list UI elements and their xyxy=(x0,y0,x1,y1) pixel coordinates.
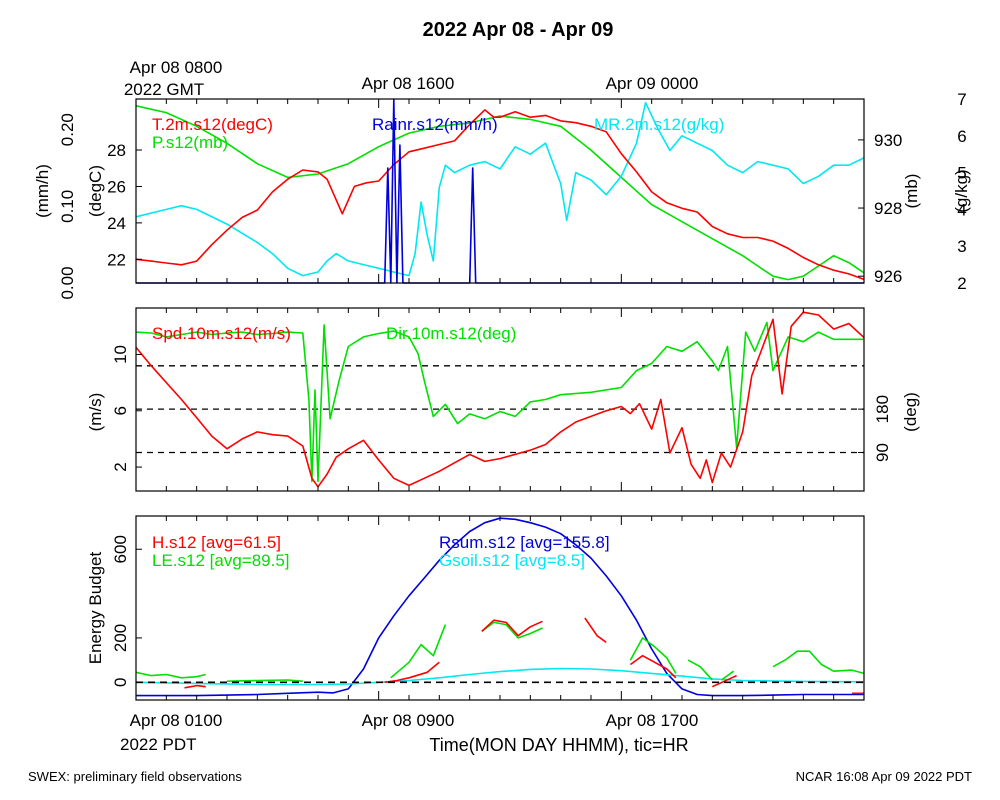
series-wind-speed-line xyxy=(135,311,865,488)
legend-mixing-ratio: MR.2m.s12(g/kg) xyxy=(594,115,724,134)
y-tick-label-mixing-ratio: 5 xyxy=(957,164,966,183)
series-h-segment xyxy=(711,674,737,688)
top-time-label: Apr 09 0000 xyxy=(606,74,699,93)
y-axis-label-mixing-ratio: (g/kg) xyxy=(952,169,971,212)
y-tick-label-mixing-ratio: 7 xyxy=(957,90,966,109)
panel-wind: 2 6 10 90 180 (m/s) (deg) Spd.10m.s12(m/s) Dir.1… xyxy=(86,307,920,492)
bottom-time-label-year: 2022 PDT xyxy=(120,735,197,754)
y-tick-label-direction: 90 xyxy=(873,443,892,462)
y-tick-label-pressure: 926 xyxy=(874,267,902,286)
bottom-time-labels: Apr 08 0100 2022 PDT Apr 08 0900 Apr 08 170… xyxy=(120,711,698,754)
series-le-segment xyxy=(481,621,543,639)
y-tick-label-mixing-ratio: 2 xyxy=(957,274,966,293)
top-time-label: Apr 08 0800 xyxy=(130,58,223,77)
y-tick-label-energy: 200 xyxy=(111,624,130,652)
y-tick-label-speed: 10 xyxy=(111,345,130,364)
y-tick-label-speed: 2 xyxy=(111,462,130,471)
series-pressure-line xyxy=(135,105,865,281)
series-gsoil-line xyxy=(135,667,865,686)
y-tick-label-direction: 180 xyxy=(873,395,892,423)
series-le-segment xyxy=(135,671,206,679)
series-le-segment xyxy=(772,650,865,675)
series-le-segment xyxy=(226,679,303,682)
y-axis-label-temp: (degC) xyxy=(86,165,105,217)
y-axis-label-energy: Energy Budget xyxy=(86,551,105,664)
series-rsum-line xyxy=(136,517,864,697)
chart-title: 2022 Apr 08 - Apr 09 xyxy=(423,19,614,41)
legend-pressure: P.s12(mb) xyxy=(152,133,228,152)
y-tick-label-temp: 26 xyxy=(107,177,126,196)
y-tick-label-pressure: 930 xyxy=(874,131,902,150)
legend-temperature: T.2m.s12(degC) xyxy=(152,115,273,134)
panel-temperature-pressure-rain: 0.00 0.10 0.20 22 24 26 28 926 928 930 2 3 4 5 6 7 (mm/h… xyxy=(33,90,971,300)
y-tick-label-temp: 22 xyxy=(107,250,126,269)
series-wind-direction-line xyxy=(135,321,864,483)
legend-rain-rate: Rainr.s12(mm/h) xyxy=(372,115,498,134)
y-tick-label-energy: 600 xyxy=(111,535,130,563)
legend-h: H.s12 [avg=61.5] xyxy=(152,533,281,552)
y-tick-label-rain: 0.10 xyxy=(58,190,77,223)
footer-right: NCAR 16:08 Apr 09 2022 PDT xyxy=(796,769,972,784)
legend-wind-direction: Dir.10m.s12(deg) xyxy=(386,324,516,343)
y-tick-label-pressure: 928 xyxy=(874,199,902,218)
y-axis-label-pressure: (mb) xyxy=(902,174,921,209)
series-le-segment xyxy=(629,637,677,674)
y-tick-label-mixing-ratio: 4 xyxy=(957,200,966,219)
legend-gsoil: Gsoil.s12 [avg=8.5] xyxy=(439,551,585,570)
bottom-time-label: Apr 08 1700 xyxy=(606,711,699,730)
bottom-time-label: Apr 08 0900 xyxy=(362,711,455,730)
series-h-segment xyxy=(629,654,677,679)
y-tick-label-mixing-ratio: 3 xyxy=(957,237,966,256)
top-time-labels: Apr 08 0800 2022 GMT Apr 08 1600 Apr 09 000… xyxy=(124,58,698,99)
top-time-label-year: 2022 GMT xyxy=(124,80,204,99)
legend-wind-speed: Spd.10m.s12(m/s) xyxy=(152,324,291,343)
y-tick-label-temp: 28 xyxy=(107,141,126,160)
series-h-segment xyxy=(481,619,543,637)
y-axis-label-speed: (m/s) xyxy=(86,393,105,432)
series-h-segment xyxy=(584,617,607,644)
series-le-segment xyxy=(687,659,713,681)
top-time-label: Apr 08 1600 xyxy=(362,74,455,93)
y-axis-label-direction: (deg) xyxy=(901,392,920,432)
footer-left: SWEX: preliminary field observations xyxy=(28,769,242,784)
x-axis-label: Time(MON DAY HHMM), tic=HR xyxy=(429,735,688,755)
y-tick-label-temp: 24 xyxy=(107,214,126,233)
y-tick-label-mixing-ratio: 6 xyxy=(957,127,966,146)
panel-energy-budget: 0 200 600 Energy Budget H.s12 [avg=61.5]LE.s… xyxy=(86,515,865,701)
y-axis-label-rain: (mm/h) xyxy=(33,164,52,218)
y-tick-label-energy: 0 xyxy=(111,678,130,687)
bottom-time-label: Apr 08 0100 xyxy=(130,711,223,730)
y-tick-label-speed: 6 xyxy=(111,406,130,415)
series-le-segment xyxy=(720,670,735,681)
series-h-segment xyxy=(184,684,206,689)
series-rain-rate-line xyxy=(136,98,864,284)
y-tick-label-rain: 0.20 xyxy=(58,113,77,146)
legend-rsum: Rsum.s12 [avg=155.8] xyxy=(439,533,610,552)
series-mixing-ratio-line xyxy=(135,101,865,277)
series-temperature-line xyxy=(135,109,865,281)
legend-le: LE.s12 [avg=89.5] xyxy=(152,551,290,570)
series-le-segment xyxy=(390,624,447,679)
series-h-segment xyxy=(384,661,440,684)
y-tick-label-rain: 0.00 xyxy=(58,266,77,299)
